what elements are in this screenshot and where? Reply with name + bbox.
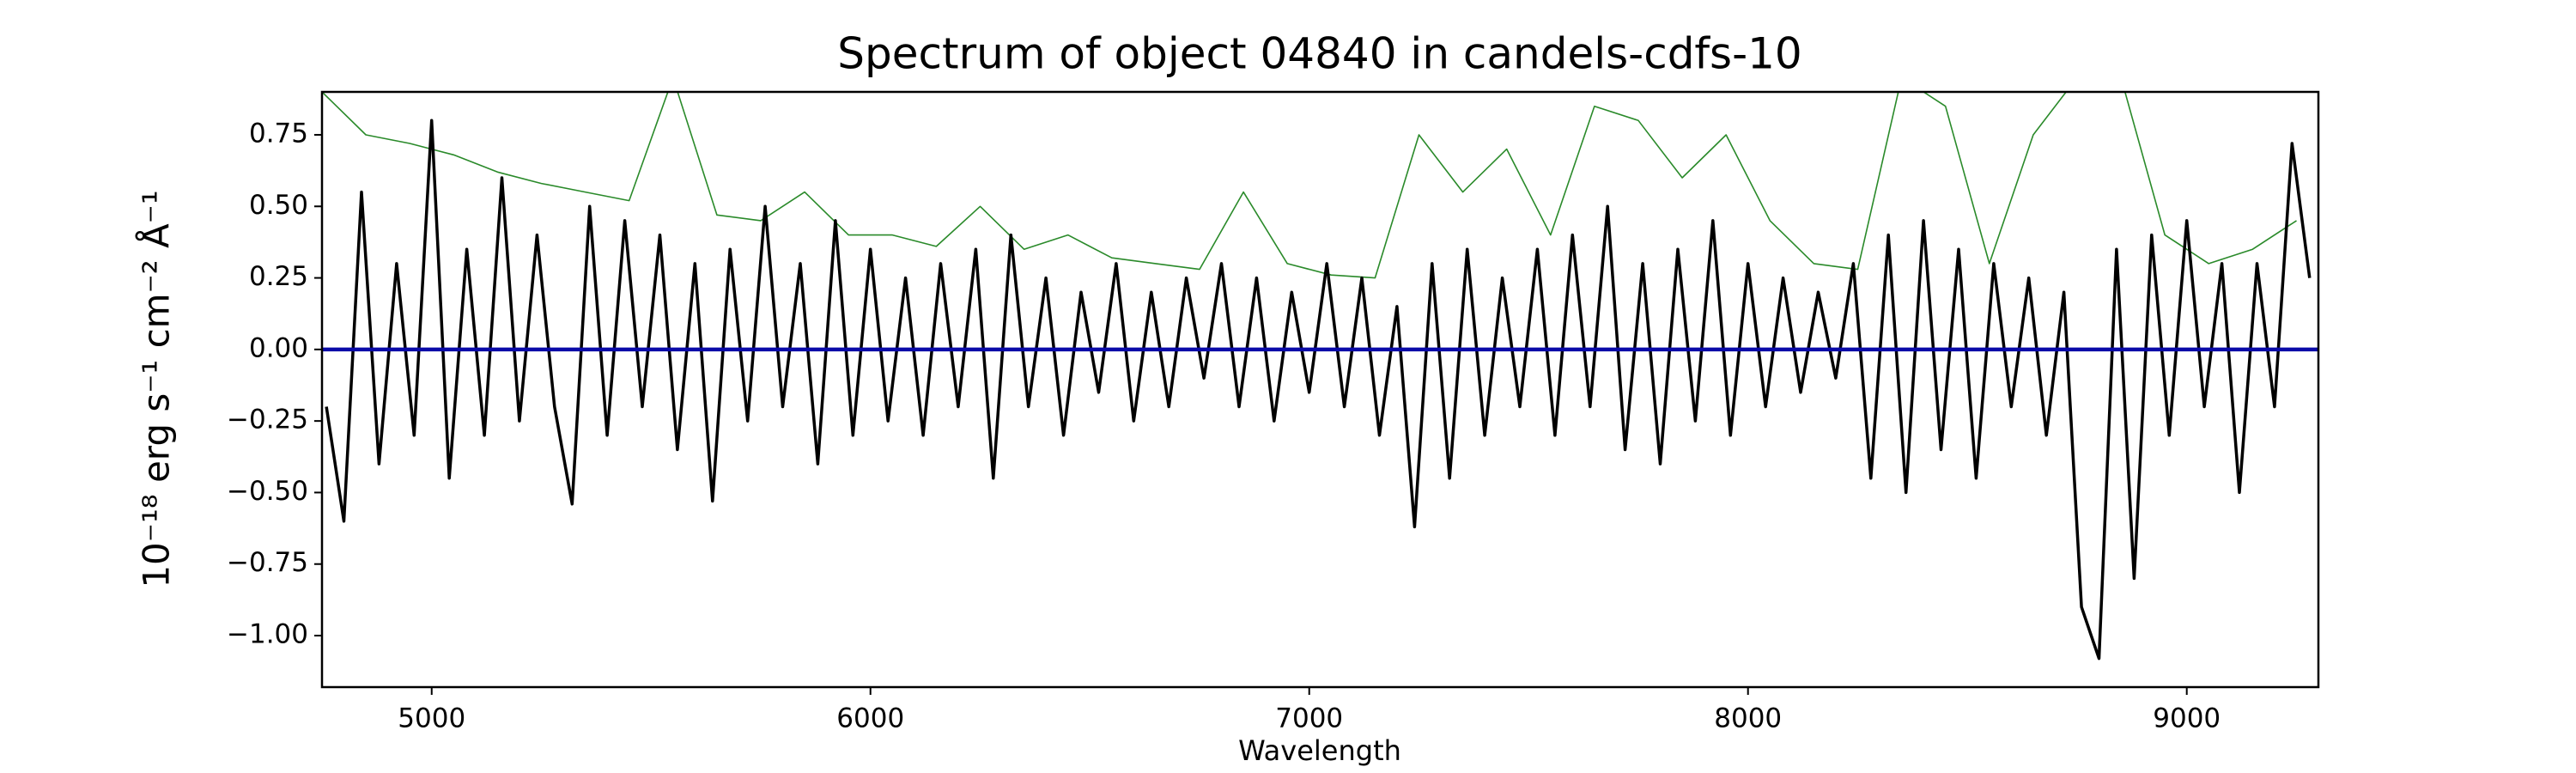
spectrum-line xyxy=(325,119,2312,660)
y-tick-label: 0.00 xyxy=(249,332,308,363)
x-axis-label: Wavelength xyxy=(1238,734,1401,767)
plot-frame xyxy=(320,90,2320,689)
y-tick-label: −1.00 xyxy=(227,619,308,650)
y-tick-label: −0.75 xyxy=(227,547,308,578)
x-tick-label: 6000 xyxy=(836,703,904,734)
y-tick-label: 0.75 xyxy=(249,118,308,149)
spectrum-line xyxy=(322,92,2297,279)
y-axis-label: 10⁻¹⁸ erg s⁻¹ cm⁻² Å⁻¹ xyxy=(135,190,178,587)
x-tick-label: 7000 xyxy=(1275,703,1343,734)
chart-title: Spectrum of object 04840 in candels-cdfs… xyxy=(837,29,1802,79)
plot-area xyxy=(322,92,2318,660)
y-tick-label: −0.25 xyxy=(227,405,308,435)
y-tick-label: 0.25 xyxy=(249,261,308,292)
x-tick-label: 8000 xyxy=(1714,703,1782,734)
x-tick-label: 9000 xyxy=(2153,703,2221,734)
x-tick-label: 5000 xyxy=(398,703,465,734)
y-tick-label: −0.50 xyxy=(227,476,308,507)
y-tick-label: 0.50 xyxy=(249,190,308,221)
